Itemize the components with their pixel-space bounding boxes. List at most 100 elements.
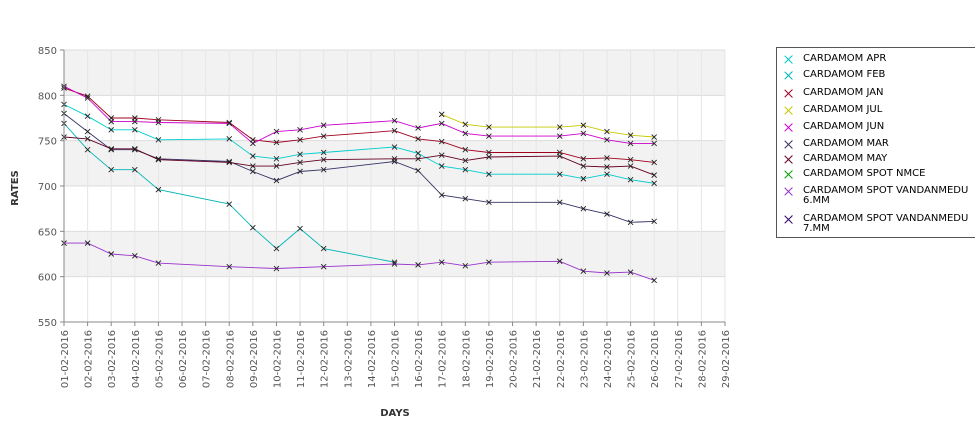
data-point-marker <box>132 146 138 152</box>
series-line <box>63 136 655 176</box>
data-point-marker <box>651 172 657 178</box>
y-tick-label: 650 <box>38 227 57 238</box>
series-line <box>63 113 655 223</box>
legend-marker-icon <box>783 105 795 117</box>
series-line <box>63 103 655 184</box>
data-point-marker <box>438 259 445 265</box>
data-point-marker <box>155 156 162 163</box>
data-point-marker <box>84 136 91 142</box>
y-tick-label: 800 <box>38 91 57 102</box>
series-group <box>61 120 398 265</box>
data-point-marker <box>580 175 587 182</box>
data-point-marker <box>486 199 492 206</box>
legend-item: CARDAMOM SPOT VANDANMEDU 7.MM <box>777 214 968 234</box>
data-point-marker <box>250 153 256 159</box>
data-point-marker <box>250 168 256 175</box>
x-tick-label: 07-02-2016 <box>202 330 213 388</box>
data-point-marker <box>462 262 469 269</box>
data-point-marker <box>320 166 327 173</box>
data-point-marker <box>273 128 280 135</box>
data-point-marker <box>604 211 610 217</box>
data-point-marker <box>155 136 162 143</box>
data-point-marker <box>604 155 610 161</box>
legend-label: CARDAMOM APR <box>803 53 887 64</box>
x-tick-label: 26-02-2016 <box>650 330 661 388</box>
data-point-marker <box>462 121 469 128</box>
data-point-marker <box>556 124 563 130</box>
data-point-marker <box>438 163 445 169</box>
x-tick-label: 25-02-2016 <box>627 330 638 388</box>
x-tick-label: 17-02-2016 <box>438 330 449 388</box>
legend-item: CARDAMOM JUL <box>777 105 882 117</box>
data-point-marker <box>391 261 398 267</box>
data-point-marker <box>556 199 563 206</box>
series-group <box>61 240 657 284</box>
data-point-marker <box>604 270 610 276</box>
legend-item: CARDAMOM MAR <box>777 139 889 151</box>
legend-label: CARDAMOM FEB <box>803 69 886 80</box>
data-point-marker <box>556 171 563 178</box>
data-point-marker <box>132 146 138 153</box>
data-point-marker <box>391 127 398 134</box>
legend-item: CARDAMOM APR <box>777 54 886 66</box>
data-point-marker <box>84 146 91 153</box>
data-point-marker <box>226 159 233 166</box>
axes: 550 600 650 700 750 800 850 01-02-2016 02-02-201… <box>38 46 732 388</box>
data-point-marker <box>627 156 634 163</box>
legend-label: CARDAMOM JAN <box>803 87 884 98</box>
legend-marker-icon <box>783 214 795 226</box>
y-tick-label: 600 <box>38 273 57 284</box>
series-line <box>441 113 655 138</box>
data-point-marker <box>415 136 421 142</box>
data-point-marker <box>627 269 634 275</box>
legend-item: CARDAMOM FEB <box>777 70 885 82</box>
legend-label: CARDAMOM JUN <box>803 121 885 132</box>
data-point-marker <box>250 140 256 147</box>
data-point-marker <box>84 128 91 135</box>
legend-item: CARDAMOM SPOT VANDANMEDU 6.MM <box>777 186 968 206</box>
data-point-marker <box>108 251 115 257</box>
data-point-marker <box>226 120 233 127</box>
data-point-marker <box>273 163 280 169</box>
legend-marker-icon <box>783 169 795 181</box>
data-point-marker <box>627 163 634 169</box>
x-tick-label: 06-02-2016 <box>178 330 189 388</box>
series-group <box>61 83 657 147</box>
data-point-marker <box>108 126 115 133</box>
data-point-marker <box>580 122 587 129</box>
legend: CARDAMOM APR CARDAMOM FEB CARDAMOM JAN CARD… <box>776 47 975 238</box>
data-point-marker <box>132 166 138 173</box>
data-point-marker <box>604 136 610 143</box>
legend-marker-icon <box>783 70 795 82</box>
data-point-marker <box>462 157 469 164</box>
data-point-marker <box>132 126 138 133</box>
data-point-marker <box>580 268 587 275</box>
data-point-marker <box>462 130 469 137</box>
data-point-marker <box>486 171 492 178</box>
data-point-marker <box>462 166 469 173</box>
data-point-marker <box>462 146 469 153</box>
data-point-marker <box>297 225 303 232</box>
x-tick-label: 16-02-2016 <box>414 330 425 388</box>
data-point-marker <box>250 224 256 231</box>
data-point-marker <box>226 158 233 165</box>
data-point-marker <box>580 130 587 137</box>
x-tick-label: 01-02-2016 <box>60 330 71 388</box>
x-tick-label: 29-02-2016 <box>721 330 732 388</box>
y-axis-label: RATES <box>10 170 21 206</box>
data-point-marker <box>391 117 398 124</box>
y-tick-label: 850 <box>38 46 57 57</box>
data-point-marker <box>580 205 587 212</box>
legend-item: CARDAMOM JAN <box>777 88 884 100</box>
data-point-marker <box>320 133 327 139</box>
data-point-marker <box>273 177 280 184</box>
data-point-marker <box>226 263 233 270</box>
data-point-marker <box>84 113 91 120</box>
legend-label: CARDAMOM SPOT NMCE <box>803 168 926 179</box>
series-layer <box>61 83 657 284</box>
x-tick-label: 09-02-2016 <box>249 330 260 388</box>
data-point-marker <box>651 140 657 147</box>
legend-label: CARDAMOM SPOT VANDANMEDU 7.MM <box>803 213 969 234</box>
data-point-marker <box>651 159 657 166</box>
